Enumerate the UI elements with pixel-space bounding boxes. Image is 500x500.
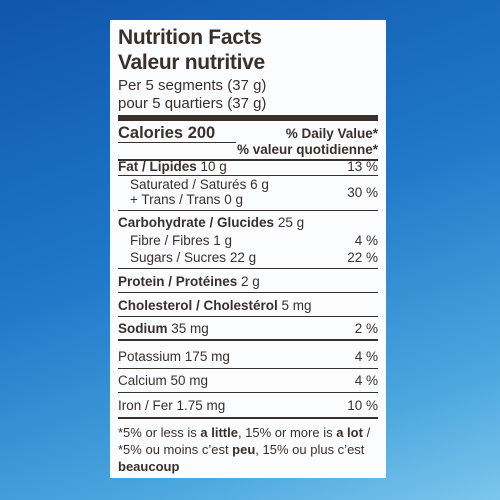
nutrient: + Trans / Trans 0 g (130, 192, 243, 208)
daily-value: 30 % (347, 185, 378, 200)
nutrient-name: Carbohydrate / Glucides (118, 215, 275, 230)
amount: 25 g (277, 215, 305, 230)
calories: Calories 200 (118, 124, 216, 142)
nutrient: Fibre / Fibres 1 g (130, 233, 232, 249)
amount: 22 g (229, 250, 257, 265)
serving: Per 5 segments (37 g) (118, 77, 267, 94)
amount: 5 mg (281, 298, 312, 313)
nutrient-name: + Trans / Trans (130, 192, 221, 207)
daily-value: 2 % (354, 321, 378, 336)
rule (118, 417, 378, 419)
amount: 2 g (241, 274, 260, 289)
serving-fr: pour 5 quartiers (37 g) (118, 95, 267, 112)
amount: 1 g (213, 233, 233, 248)
nutrient-name: Saturated / Saturés (130, 177, 247, 192)
nutrient-name: Sugars / Sucres (130, 250, 227, 265)
nutrient: Fat / Lipides 10 g (118, 159, 227, 175)
daily-value: 4 % (354, 349, 378, 364)
footnote-text: a little (200, 425, 238, 440)
amount: 10 g (200, 159, 227, 174)
daily-value-header-fr: % valeur quotidienne* (236, 142, 378, 157)
title: Nutrition Facts (118, 26, 262, 49)
nutrient-name: Potassium (118, 349, 182, 364)
amount: 1.75 mg (176, 398, 226, 413)
nutrient: Carbohydrate / Glucides 25 g (118, 215, 304, 231)
rule (118, 368, 378, 369)
rule (118, 175, 378, 176)
nutrient: Protein / Protéines 2 g (118, 274, 260, 290)
nutrient: Cholesterol / Cholestérol 5 mg (118, 298, 312, 314)
footnote-text: , 15% or more is (237, 425, 337, 440)
footnote-text: a lot (336, 425, 363, 440)
daily-value: 4 % (354, 233, 378, 248)
nutrient: Potassium 175 mg (118, 349, 230, 365)
amount: 0 g (224, 192, 243, 207)
footnote-text: , 15% ou plus c’est (255, 442, 365, 457)
nutrient: Saturated / Saturés 6 g (130, 177, 269, 193)
nutrition-panel: Nutrition Facts Valeur nutritive Per 5 s… (110, 20, 386, 478)
rule (118, 159, 378, 161)
amount: 35 mg (171, 321, 209, 336)
rule (118, 142, 236, 143)
title-fr: Valeur nutritive (118, 51, 265, 74)
footnote-text: *5% or less is (118, 425, 201, 440)
nutrient-name: Protein / Protéines (118, 274, 238, 289)
amount: 6 g (250, 177, 269, 192)
nutrient-name: Cholesterol / Cholestérol (118, 298, 278, 313)
rule (118, 210, 378, 211)
nutrient-name: Fat / Lipides (118, 159, 197, 174)
rule (118, 268, 378, 269)
nutrient-name: Fibre / Fibres (130, 233, 210, 248)
nutrient-name: Calcium (118, 373, 167, 388)
daily-value-header: % Daily Value* (285, 126, 378, 141)
thick-rule (118, 115, 378, 121)
nutrient-name: Iron / Fer (118, 398, 173, 413)
footnote-text: beaucoup (118, 459, 180, 474)
rule (118, 292, 378, 293)
amount: 50 mg (170, 373, 209, 388)
rule (118, 316, 378, 317)
nutrient-name: Sodium (118, 321, 168, 336)
daily-value: 22 % (347, 250, 378, 265)
footnote: *5% or less is a little, 15% or more is … (118, 424, 376, 475)
nutrient: Sodium 35 mg (118, 321, 209, 337)
nutrient: Calcium 50 mg (118, 373, 208, 389)
nutrient: Iron / Fer 1.75 mg (118, 398, 225, 414)
daily-value: 13 % (347, 159, 378, 174)
footnote-text: / *5% ou moins c’est (118, 425, 371, 457)
daily-value: 4 % (354, 373, 378, 388)
nutrient: Sugars / Sucres 22 g (130, 250, 256, 266)
rule (118, 392, 378, 393)
amount: 175 mg (184, 349, 230, 364)
rule (118, 339, 378, 341)
daily-value: 10 % (347, 398, 378, 413)
footnote-text: peu (232, 442, 256, 457)
